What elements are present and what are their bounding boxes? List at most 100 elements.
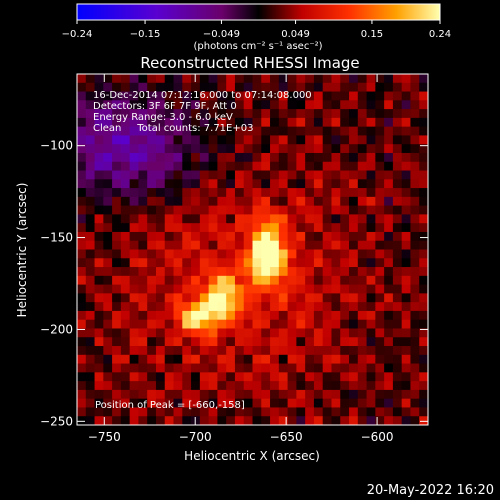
heatmap-cell <box>182 135 192 145</box>
heatmap-cell <box>375 284 385 294</box>
heatmap-cell <box>217 319 227 329</box>
heatmap-cell <box>270 319 280 329</box>
heatmap-cell <box>94 302 104 312</box>
heatmap-cell <box>270 196 280 207</box>
heatmap-cell <box>77 310 87 321</box>
heatmap-cell <box>357 161 367 171</box>
heatmap-cell <box>164 214 174 224</box>
heatmap-cell <box>375 258 385 268</box>
colorbar: −0.24 −0.15 −0.049 0.049 0.15 0.24 (photons c… <box>62 3 451 52</box>
heatmap-cell <box>138 267 148 277</box>
heatmap-cell <box>120 126 131 136</box>
heatmap-cell <box>349 381 359 391</box>
heatmap-cell <box>77 100 87 110</box>
heatmap-cell <box>234 372 245 382</box>
heatmap-cell <box>217 372 227 382</box>
heatmap-cell <box>392 328 403 338</box>
heatmap-cell <box>375 310 385 321</box>
heatmap-cell <box>410 205 420 215</box>
heatmap-cell <box>85 205 95 215</box>
heatmap-cell <box>226 214 236 224</box>
heatmap-cell <box>419 91 429 101</box>
heatmap-cell <box>340 416 350 426</box>
heatmap-cell <box>77 293 87 303</box>
heatmap-cell <box>287 267 297 277</box>
heatmap-cell <box>103 381 113 391</box>
heatmap-cell <box>155 372 166 382</box>
heatmap-cell <box>410 126 420 136</box>
heatmap-cell <box>270 363 280 373</box>
heatmap-cell <box>401 249 411 259</box>
heatmap-cell <box>94 275 104 286</box>
heatmap-cell <box>164 372 174 382</box>
heatmap-cell <box>410 82 420 92</box>
heatmap-cell <box>296 170 306 180</box>
heatmap-cell <box>199 161 210 171</box>
heatmap-cell <box>243 82 253 92</box>
heatmap-cell <box>226 310 236 321</box>
heatmap-cell <box>199 389 210 400</box>
heatmap-cell <box>138 179 148 189</box>
heatmap-cell <box>349 416 359 426</box>
heatmap-cell <box>357 363 367 373</box>
heatmap-cell <box>357 337 367 347</box>
heatmap-cell <box>234 100 245 110</box>
heatmap-cell <box>252 258 262 268</box>
heatmap-cell <box>384 74 394 84</box>
heatmap-cell <box>103 144 113 154</box>
heatmap-cell <box>340 319 350 329</box>
heatmap-cell <box>366 231 376 242</box>
heatmap-cell <box>366 126 376 136</box>
heatmap-cell <box>103 284 113 294</box>
heatmap-cell <box>261 293 271 303</box>
heatmap-cell <box>392 407 403 417</box>
heatmap-cell <box>226 381 236 391</box>
heatmap-cell <box>375 223 385 233</box>
heatmap-cell <box>384 91 394 101</box>
heatmap-cell <box>199 240 210 250</box>
heatmap-cell <box>375 144 385 154</box>
heatmap-cell <box>173 337 183 347</box>
heatmap-cell <box>164 354 174 364</box>
heatmap-cell <box>313 126 324 136</box>
plot-frame <box>76 73 429 426</box>
heatmap-cell <box>322 240 332 250</box>
heatmap-cell <box>120 381 131 391</box>
heatmap-cell <box>191 310 201 321</box>
heatmap-cell <box>103 161 113 171</box>
heatmap-cell <box>357 82 367 92</box>
heatmap-cell <box>147 91 157 101</box>
heatmap-cell <box>366 346 376 356</box>
x-tick-label: −750 <box>88 430 121 444</box>
heatmap-cell <box>419 407 429 417</box>
annotation-time-range: 16-Dec-2014 07:12:16.000 to 07:14:08.000 <box>93 90 312 101</box>
heatmap-cell <box>419 223 429 233</box>
heatmap-cell <box>331 389 341 400</box>
heatmap-cell <box>138 310 148 321</box>
heatmap-cell <box>85 231 95 242</box>
heatmap-cell <box>112 293 122 303</box>
heatmap-cell <box>392 398 403 408</box>
heatmap-cell <box>287 214 297 224</box>
heatmap-cell <box>392 152 403 163</box>
heatmap-cell <box>419 267 429 277</box>
heatmap-cell <box>384 109 394 119</box>
heatmap-cell <box>349 214 359 224</box>
heatmap-cell <box>349 407 359 417</box>
colorbar-unit-label: (photons cm⁻² s⁻¹ asec⁻²) <box>193 41 322 52</box>
heatmap-cell <box>252 363 262 373</box>
heatmap-cell <box>191 152 201 163</box>
heatmap-cell <box>243 74 253 84</box>
heatmap-cell <box>261 389 271 400</box>
heatmap-cell <box>112 328 122 338</box>
heatmap-cell <box>401 240 411 250</box>
heatmap-cell <box>375 91 385 101</box>
heatmap-cell <box>208 144 218 154</box>
heatmap-cell <box>419 381 429 391</box>
heatmap-cell <box>322 144 332 154</box>
heatmap-cell <box>384 275 394 286</box>
heatmap-cell <box>155 205 166 215</box>
heatmap-cell <box>287 258 297 268</box>
heatmap-cell <box>155 381 166 391</box>
heatmap-cell <box>313 74 324 84</box>
